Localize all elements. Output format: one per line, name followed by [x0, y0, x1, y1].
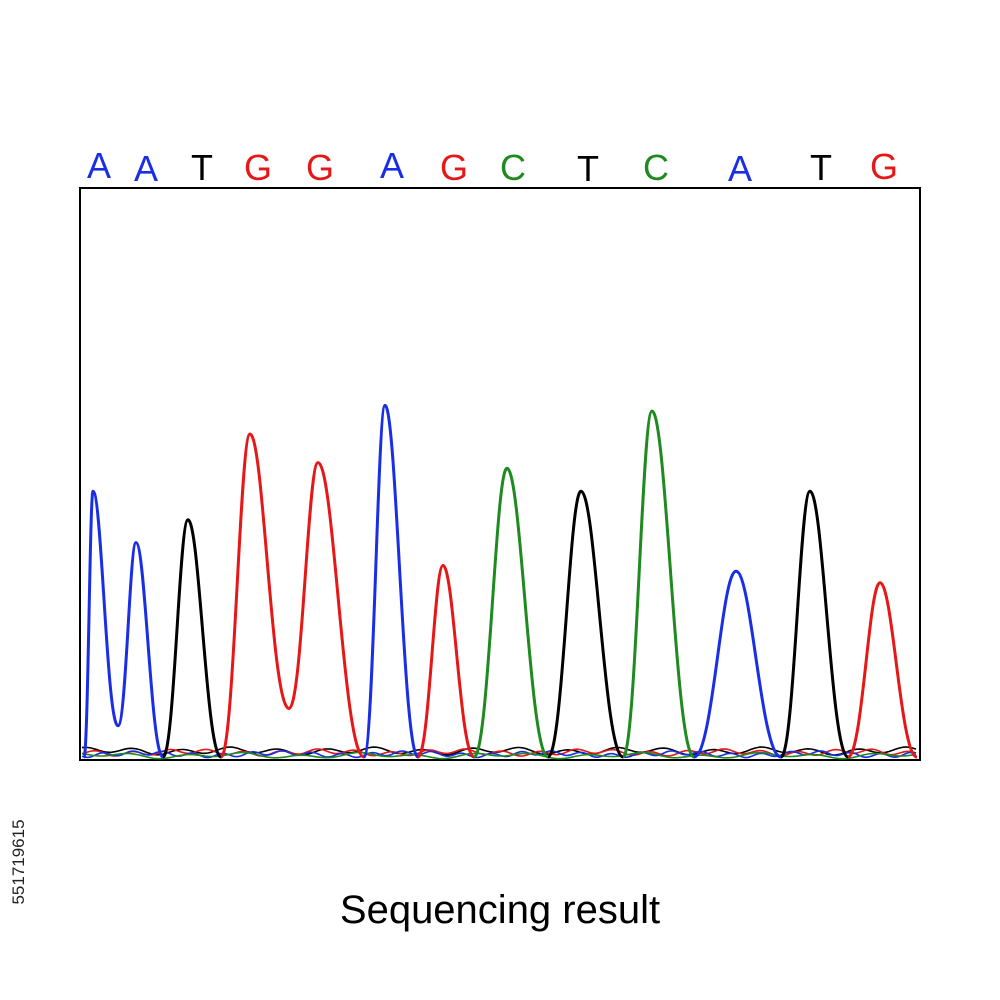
- trace-peak: [287, 461, 365, 759]
- trace-peak: [82, 489, 120, 759]
- base-call-letter: T: [191, 147, 213, 188]
- base-call-letter: C: [500, 147, 526, 188]
- base-call-letter: A: [728, 148, 752, 189]
- trace-peak: [621, 409, 696, 759]
- base-call-letter: T: [577, 148, 599, 189]
- base-call-letter: G: [870, 146, 898, 187]
- trace-peak: [116, 541, 165, 759]
- trace-peak: [161, 518, 223, 759]
- trace-peak: [362, 403, 420, 759]
- trace-peak: [846, 581, 918, 759]
- stock-id: 551719615: [9, 819, 28, 904]
- caption: Sequencing result: [340, 888, 660, 932]
- trace-peaks: [82, 403, 918, 759]
- base-call-letter: T: [810, 147, 832, 188]
- trace-peak: [546, 489, 625, 759]
- trace-peak: [779, 489, 850, 759]
- base-call-letter: A: [380, 145, 404, 186]
- base-call-letter: C: [643, 147, 669, 188]
- baseline-noise: [81, 746, 917, 760]
- trace-peak: [693, 569, 782, 759]
- base-call-letter: G: [440, 147, 468, 188]
- base-call-letter: G: [306, 147, 334, 188]
- base-call-letter: G: [244, 147, 272, 188]
- trace-peak: [416, 564, 476, 759]
- trace-peak: [219, 432, 291, 759]
- base-call-letter: A: [87, 145, 111, 186]
- plot-frame: [79, 187, 921, 761]
- base-call-letter: A: [134, 148, 158, 189]
- trace-peak: [472, 466, 550, 759]
